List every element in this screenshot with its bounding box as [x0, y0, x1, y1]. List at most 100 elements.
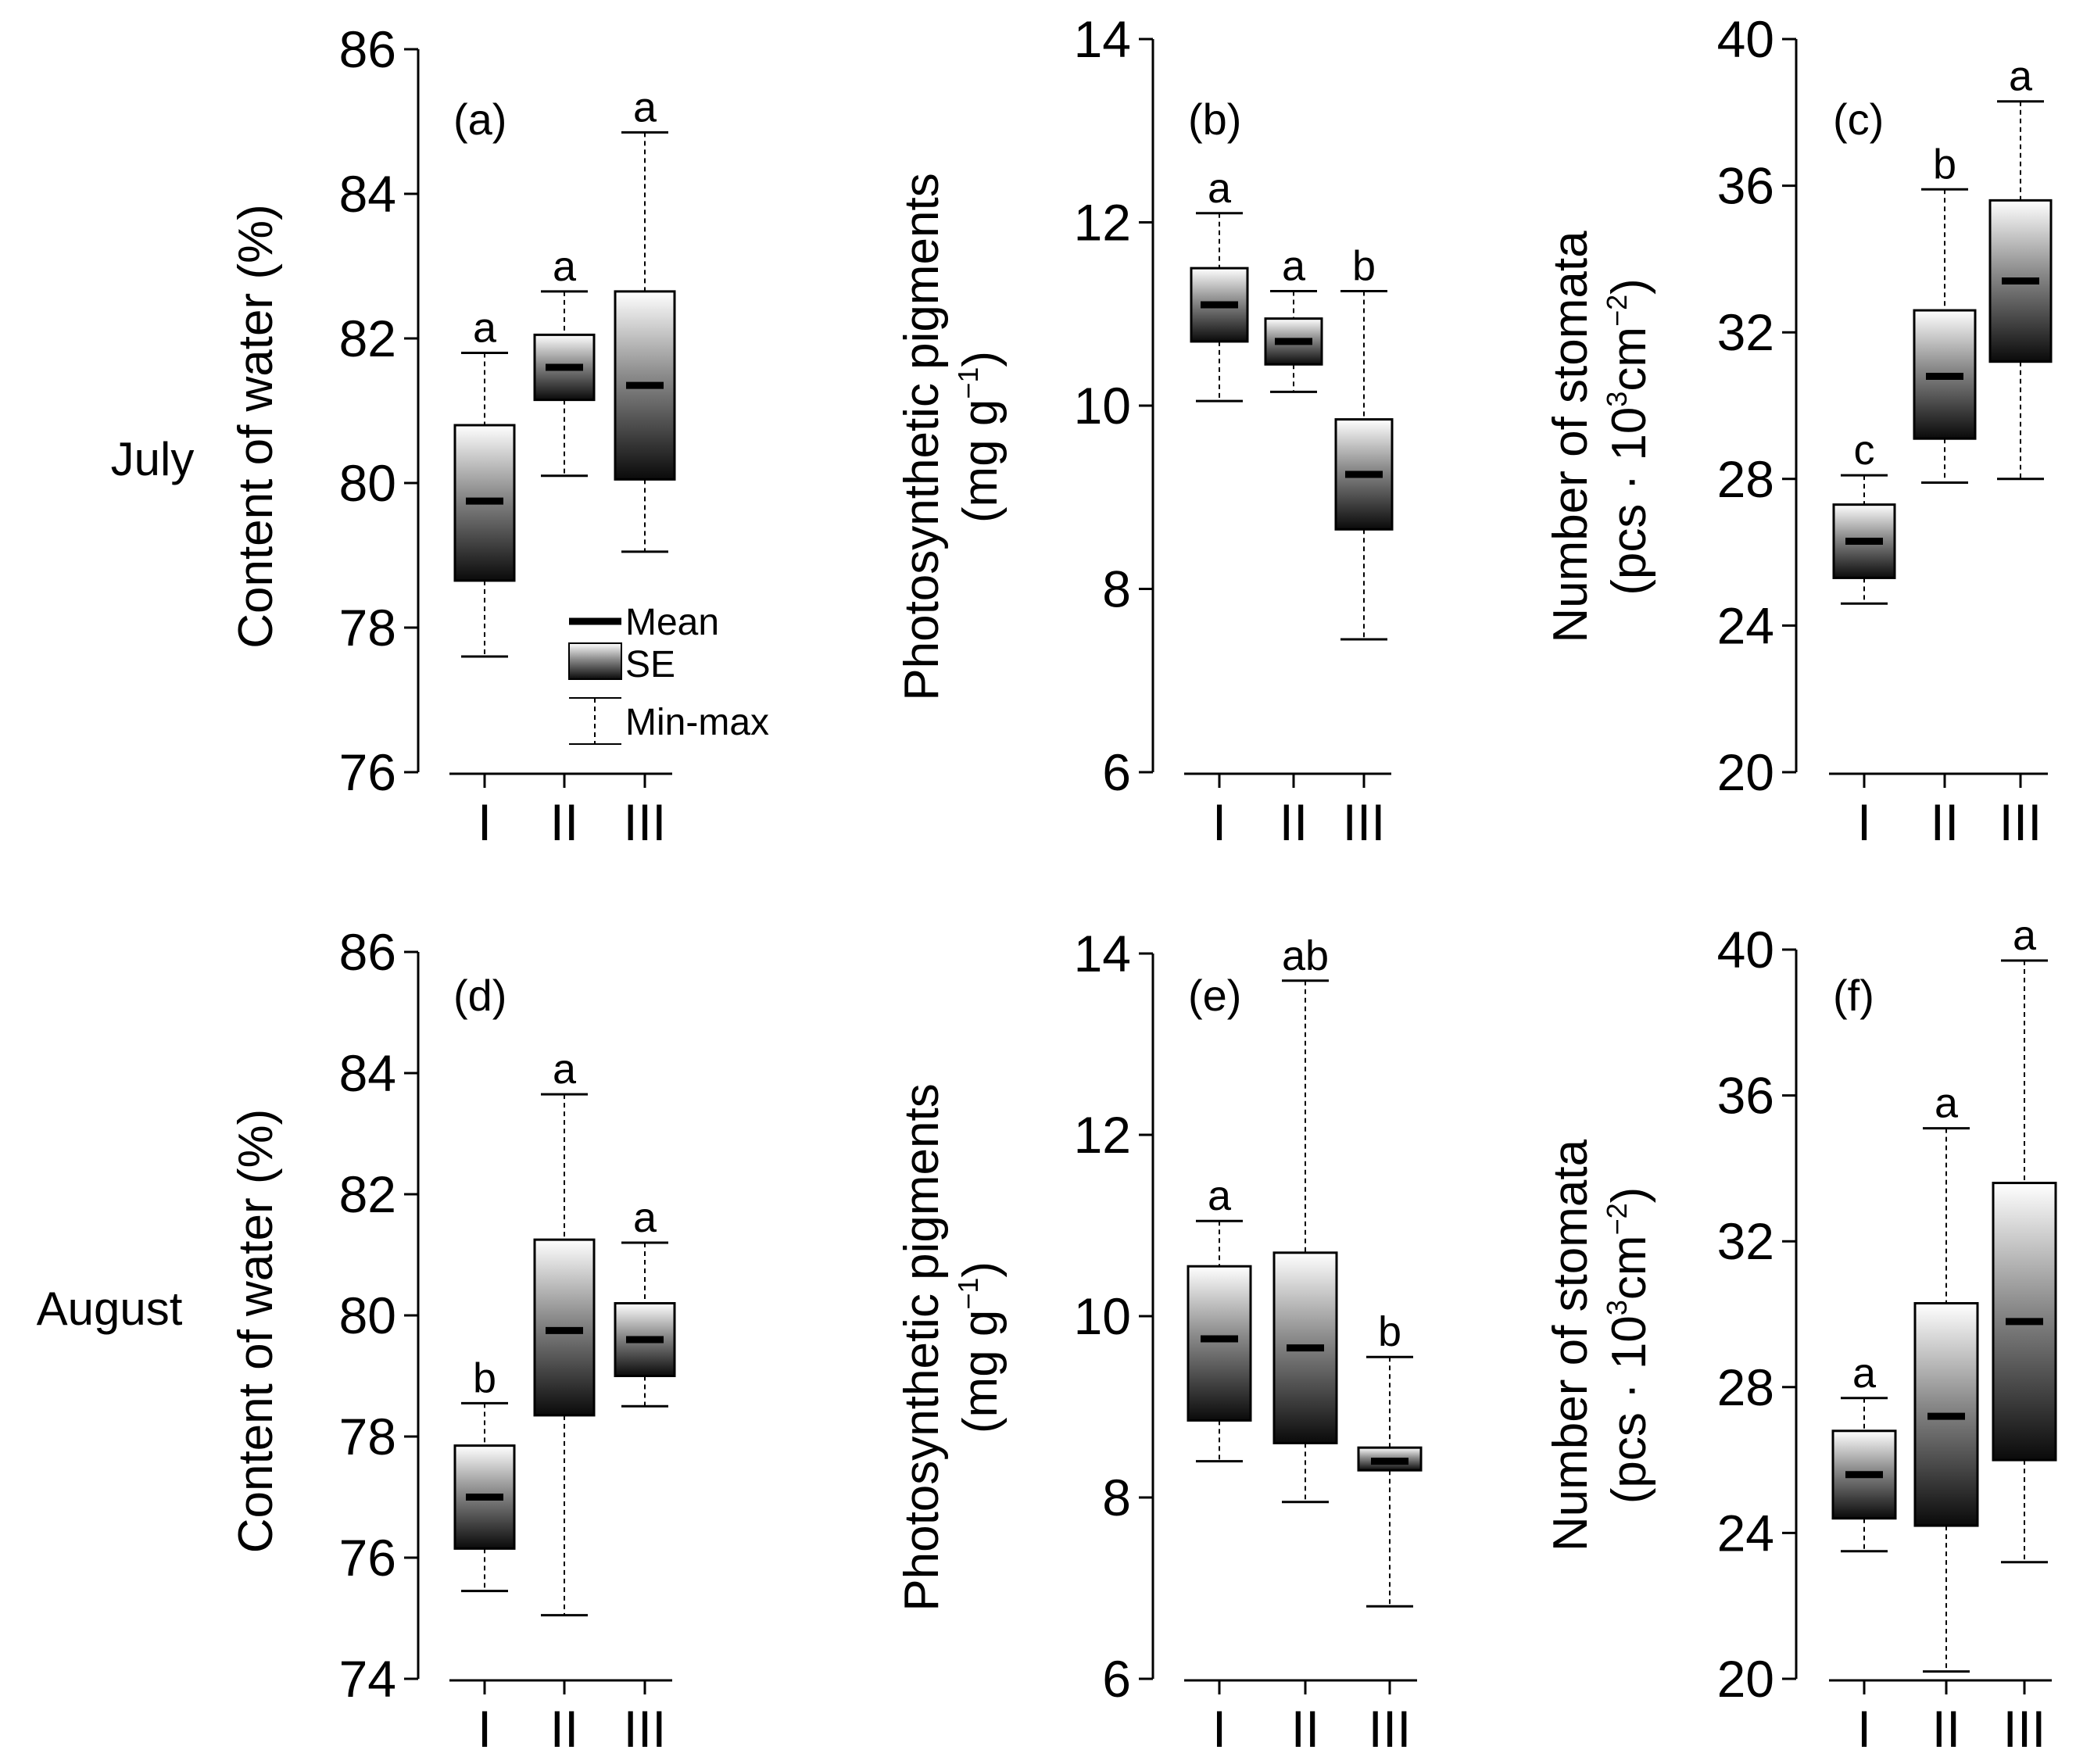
significance-letter: a: [1935, 1080, 1959, 1127]
y-tick-label: 80: [339, 1286, 396, 1344]
y-tick-label: 32: [1717, 1212, 1774, 1270]
y-tick-label: 8: [1102, 560, 1131, 618]
y-tick-label: 78: [339, 599, 396, 657]
y-tick-label: 28: [1717, 450, 1774, 508]
legend-se-swatch: [568, 642, 622, 680]
y-tick-label: 24: [1717, 1504, 1774, 1562]
x-tick-label: II: [1932, 1700, 1961, 1758]
y-axis-unit-superscript: −2: [1601, 295, 1633, 327]
significance-letter: b: [473, 1354, 496, 1401]
x-tick-label: III: [1342, 793, 1385, 851]
panel-label: (a): [453, 95, 506, 144]
row-label-august: August: [37, 1283, 183, 1335]
y-tick-label: 20: [1717, 743, 1774, 801]
x-tick-label: I: [1212, 1700, 1226, 1758]
significance-letter: b: [1933, 141, 1956, 188]
x-tick-label: I: [1212, 793, 1226, 851]
y-axis-unit-text: ): [954, 1261, 1008, 1278]
y-tick-label: 84: [339, 1044, 396, 1102]
y-tick-label: 74: [339, 1650, 396, 1708]
y-tick-label: 36: [1717, 1067, 1774, 1125]
y-tick-label: 24: [1717, 596, 1774, 654]
y-tick-label: 28: [1717, 1358, 1774, 1416]
x-tick-label: III: [623, 1700, 666, 1758]
y-axis-unit-superscript: 3: [1601, 392, 1633, 407]
x-tick-label: II: [550, 1700, 579, 1758]
significance-letter: a: [1852, 1350, 1877, 1397]
panel-label: (f): [1833, 971, 1874, 1020]
y-tick-label: 40: [1717, 10, 1774, 68]
y-tick-label: 6: [1102, 743, 1131, 801]
x-tick-label: I: [1857, 1700, 1871, 1758]
significance-letter: a: [2013, 912, 2037, 959]
y-axis-unit-text: cm: [1602, 327, 1656, 392]
y-tick-label: 80: [339, 454, 396, 512]
y-tick-label: 14: [1074, 10, 1131, 68]
y-tick-label: 10: [1074, 377, 1131, 435]
significance-letter: a: [1208, 165, 1232, 212]
panel-label: (c): [1833, 95, 1884, 144]
y-axis-title: Content of water (%): [229, 1109, 283, 1554]
y-axis-unit-superscript: −2: [1601, 1203, 1633, 1235]
se-box: [533, 1238, 596, 1417]
y-axis-title: Photosynthetic pigments: [895, 1083, 949, 1612]
y-tick-label: 40: [1717, 921, 1774, 979]
y-tick-label: 82: [339, 310, 396, 367]
legend-se-label: SE: [625, 644, 675, 685]
row-label-july: July: [111, 433, 195, 485]
x-tick-label: III: [2003, 1700, 2046, 1758]
x-tick-label: I: [478, 793, 492, 851]
y-tick-label: 14: [1074, 925, 1131, 982]
panel-label: (e): [1188, 971, 1241, 1020]
x-tick-label: I: [1857, 793, 1871, 851]
significance-letter: a: [553, 243, 577, 290]
y-axis-unit-text: ): [1602, 1187, 1656, 1204]
significance-letter: a: [553, 1046, 577, 1093]
x-tick-label: II: [1291, 1700, 1320, 1758]
significance-letter: b: [1378, 1308, 1401, 1355]
y-axis-unit: (pcs · 103cm−2): [1601, 1187, 1656, 1505]
y-axis-title: Number of stomata: [1544, 231, 1598, 643]
y-axis-unit: (pcs · 103cm−2): [1601, 278, 1656, 596]
y-axis-unit-superscript: −1: [952, 367, 984, 399]
y-axis-unit-text: (mg g: [954, 399, 1008, 523]
significance-letter: a: [2009, 53, 2033, 100]
significance-letter: a: [473, 305, 497, 352]
y-axis-title: Content of water (%): [229, 204, 283, 649]
significance-letter: b: [1352, 242, 1376, 289]
panel-label: (b): [1188, 95, 1241, 144]
se-box: [1913, 309, 1977, 440]
y-tick-label: 32: [1717, 303, 1774, 361]
legend-minmax-label: Min-max: [625, 702, 769, 743]
y-tick-label: 82: [339, 1165, 396, 1223]
y-axis-title: Photosynthetic pigments: [895, 173, 949, 701]
y-tick-label: 76: [339, 743, 396, 801]
se-box: [1187, 1265, 1252, 1422]
legend: Mean SE Min-max: [568, 602, 769, 745]
y-tick-label: 78: [339, 1408, 396, 1465]
significance-letter: a: [1282, 242, 1306, 289]
x-tick-label: III: [1999, 793, 2042, 851]
y-tick-label: 86: [339, 923, 396, 981]
x-tick-label: III: [1368, 1700, 1411, 1758]
y-axis-title: Number of stomata: [1544, 1139, 1598, 1551]
y-axis-unit-text: ): [954, 351, 1008, 367]
significance-letter: a: [1208, 1172, 1232, 1219]
panel-label: (d): [453, 971, 506, 1020]
x-tick-label: III: [623, 793, 666, 851]
y-tick-label: 20: [1717, 1650, 1774, 1708]
y-axis-unit-text: (pcs · 10: [1602, 1315, 1656, 1504]
y-tick-label: 12: [1074, 1106, 1131, 1164]
y-tick-label: 8: [1102, 1469, 1131, 1526]
legend-mean-label: Mean: [625, 602, 719, 643]
significance-letter: a: [633, 84, 657, 131]
y-axis-unit-text: (pcs · 10: [1602, 407, 1656, 596]
y-axis-unit: (mg g−1): [952, 1261, 1008, 1433]
y-tick-label: 6: [1102, 1650, 1131, 1708]
